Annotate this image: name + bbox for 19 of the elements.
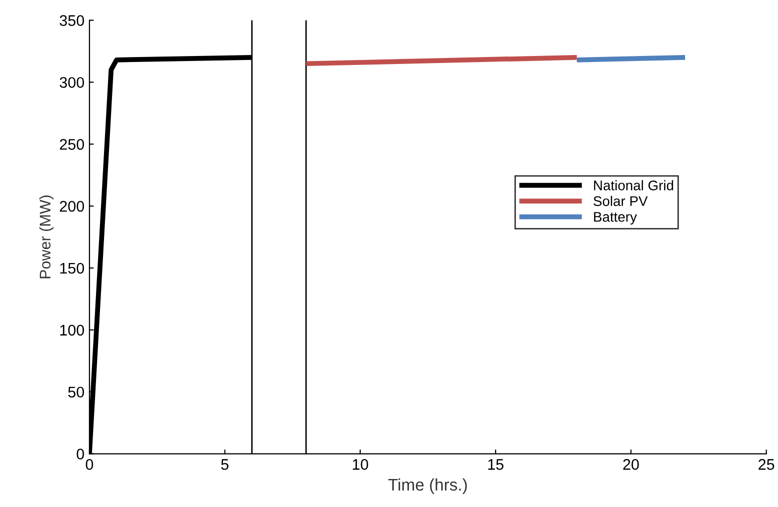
y-tick-label: 50 xyxy=(68,386,84,398)
y-tick-label: 150 xyxy=(60,262,84,274)
legend-label: Solar PV xyxy=(594,196,648,206)
y-tick-label: 300 xyxy=(60,77,84,88)
x-tick-label: 20 xyxy=(623,459,639,470)
x-tick-label: 5 xyxy=(221,459,228,470)
legend-label: Battery xyxy=(594,212,637,225)
legend-label: National Grid xyxy=(594,180,674,190)
y-tick-label: 0 xyxy=(76,448,84,460)
y-axis-title: Power (MW) xyxy=(39,196,54,278)
x-tick-label: 25 xyxy=(758,459,774,470)
y-tick-label: 200 xyxy=(60,200,84,212)
x-tick-label: 15 xyxy=(488,459,504,470)
x-tick-label: 0 xyxy=(86,459,94,470)
y-tick-label: 250 xyxy=(60,139,84,150)
y-tick-label: 350 xyxy=(60,15,84,26)
x-axis-title: Time (hrs.) xyxy=(388,478,467,494)
x-tick-label: 10 xyxy=(352,459,368,470)
y-tick-label: 100 xyxy=(60,324,84,336)
